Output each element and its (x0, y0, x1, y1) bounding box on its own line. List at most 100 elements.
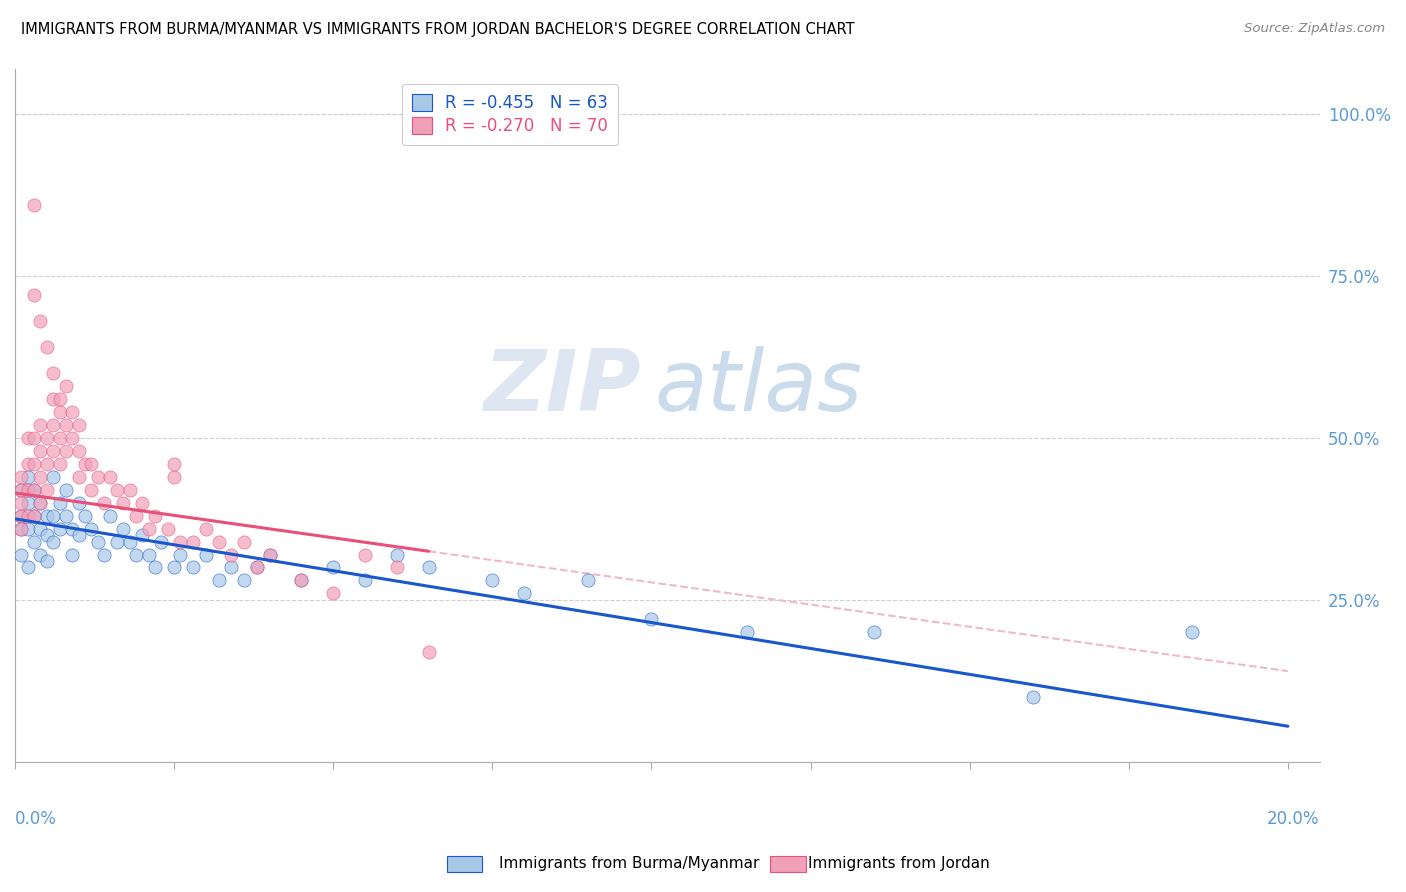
Point (221, 560, 243, 574)
Point (42, 417, 65, 432)
Point (22, 457, 45, 471)
Point (30, 548, 52, 562)
Point (22, 508, 45, 523)
Point (80, 522, 103, 536)
Point (138, 522, 160, 536)
Point (55, 443, 77, 458)
Point (233, 574, 256, 588)
Point (169, 548, 191, 562)
Point (10, 522, 32, 536)
Text: 20.0%: 20.0% (1267, 811, 1320, 829)
Point (735, 625, 758, 640)
Point (93, 548, 115, 562)
Point (60, 431, 83, 445)
Point (233, 534, 256, 549)
Point (385, 548, 408, 562)
Point (194, 548, 217, 562)
Point (42, 366, 65, 380)
Text: 0.0%: 0.0% (15, 811, 56, 829)
Point (1022, 690, 1045, 704)
Point (125, 548, 148, 562)
Point (17, 431, 39, 445)
Point (208, 534, 231, 549)
Point (221, 548, 243, 562)
Text: atlas: atlas (654, 346, 862, 429)
Point (67, 469, 90, 483)
Point (80, 483, 103, 497)
Point (55, 508, 77, 523)
Point (30, 443, 52, 458)
Point (10, 522, 32, 536)
Point (10, 483, 32, 497)
Point (35, 528, 58, 542)
Point (42, 443, 65, 458)
Point (17, 483, 39, 497)
Point (22, 483, 45, 497)
Point (131, 496, 153, 510)
Point (35, 554, 58, 568)
Point (112, 522, 135, 536)
Point (60, 522, 83, 536)
Point (17, 560, 39, 574)
Point (22, 483, 45, 497)
Point (35, 340, 58, 354)
Point (73, 457, 96, 471)
Point (105, 483, 128, 497)
Point (513, 586, 536, 600)
Point (93, 496, 115, 510)
Point (354, 548, 377, 562)
Point (48, 522, 70, 536)
Point (138, 548, 160, 562)
Point (30, 314, 52, 328)
Legend: R = -0.455   N = 63, R = -0.270   N = 70: R = -0.455 N = 63, R = -0.270 N = 70 (402, 84, 617, 145)
Point (48, 392, 70, 406)
Point (208, 574, 231, 588)
Point (17, 508, 39, 523)
Point (42, 534, 65, 549)
Point (48, 496, 70, 510)
Point (354, 574, 377, 588)
Point (67, 528, 90, 542)
Point (55, 379, 77, 393)
Point (35, 431, 58, 445)
Point (22, 534, 45, 549)
Point (118, 534, 141, 549)
Point (112, 496, 135, 510)
Text: ZIP: ZIP (484, 346, 641, 429)
Point (194, 522, 217, 536)
Point (576, 574, 599, 588)
Point (10, 483, 32, 497)
Point (67, 443, 90, 458)
Point (163, 560, 186, 574)
Point (385, 560, 408, 574)
Point (259, 548, 281, 562)
Point (10, 508, 32, 523)
Point (10, 508, 32, 523)
Point (640, 612, 662, 626)
Point (10, 548, 32, 562)
Point (80, 457, 103, 471)
Point (163, 457, 186, 471)
Point (863, 625, 886, 640)
Point (55, 483, 77, 497)
Text: Immigrants from Jordan: Immigrants from Jordan (808, 856, 990, 871)
Text: IMMIGRANTS FROM BURMA/MYANMAR VS IMMIGRANTS FROM JORDAN BACHELOR'S DEGREE CORREL: IMMIGRANTS FROM BURMA/MYANMAR VS IMMIGRA… (21, 22, 855, 37)
Point (17, 457, 39, 471)
Point (42, 508, 65, 523)
Point (418, 645, 440, 659)
Point (150, 534, 173, 549)
Point (35, 508, 58, 523)
Point (60, 548, 83, 562)
Point (42, 392, 65, 406)
Point (418, 560, 440, 574)
Point (17, 496, 39, 510)
Point (1181, 625, 1204, 640)
Point (17, 522, 39, 536)
Point (10, 496, 32, 510)
Point (10, 469, 32, 483)
Point (48, 457, 70, 471)
Point (246, 560, 269, 574)
Point (67, 417, 90, 432)
Point (290, 574, 312, 588)
Point (100, 469, 122, 483)
